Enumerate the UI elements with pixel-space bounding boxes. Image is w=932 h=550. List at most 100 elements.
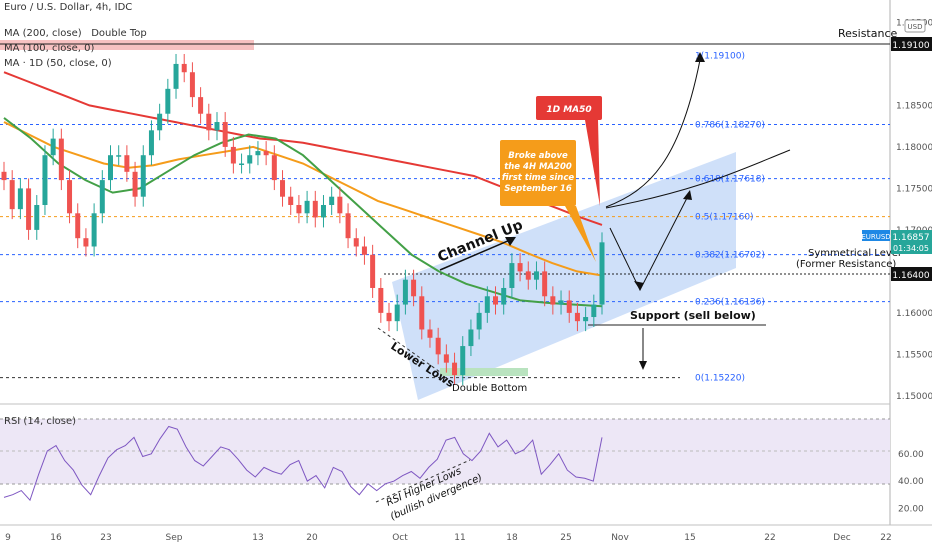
price-tick-8: 1.15000: [896, 392, 932, 402]
fib-label-2: 0.618(1.17618): [695, 175, 765, 185]
candle-body: [140, 155, 146, 197]
ma50-callout-box: [536, 96, 602, 120]
candle-body: [337, 196, 343, 214]
candle-body: [1, 171, 7, 181]
currency-label: USD: [908, 23, 923, 31]
rsi-legend-label: RSI (14, close): [4, 416, 77, 427]
symbol-tag-bg: [862, 230, 890, 241]
last-price-value: 1.16857: [892, 233, 929, 243]
price-tick-2: 1.18000: [896, 143, 932, 153]
price-tick-3: 1.17500: [896, 184, 932, 194]
last-price-tag: [891, 230, 932, 254]
double-bottom-band: [440, 368, 528, 376]
symbol-title[interactable]: Euro / U.S. Dollar, 4h, IDC: [4, 2, 132, 13]
candle-body: [271, 155, 277, 181]
candle-body: [460, 346, 466, 376]
candle-body: [247, 155, 253, 164]
ma50-callout-label: 1D MA50: [546, 105, 591, 115]
candle-body: [296, 205, 302, 214]
symmetrical-label-2: (Former Resistance): [796, 259, 896, 270]
ma50-callout-pointer: [585, 120, 600, 206]
candle-body: [116, 155, 122, 157]
candle-body: [394, 304, 400, 322]
sell-arrow-head: [639, 361, 647, 370]
candle-body: [58, 138, 64, 181]
double-top-note: Double Top: [91, 28, 147, 39]
candle-body: [419, 296, 425, 330]
candle-body: [214, 122, 220, 131]
time-tick-5: 20: [306, 533, 318, 543]
candle-body: [599, 242, 605, 305]
candle-body: [173, 63, 179, 89]
candle-body: [493, 296, 499, 305]
candle-body: [583, 317, 589, 322]
candle-body: [591, 304, 597, 318]
candle-body: [132, 171, 138, 197]
candle-body: [42, 155, 48, 205]
price-tick-1: 1.18500: [896, 101, 932, 111]
time-tick-10: Nov: [611, 533, 629, 543]
currency-badge[interactable]: [904, 19, 926, 33]
candle-body: [9, 180, 15, 210]
rsi-legend[interactable]: RSI (14, close): [4, 416, 76, 427]
candle-body: [83, 238, 89, 247]
time-tick-11: 15: [684, 533, 695, 543]
candle-body: [435, 337, 441, 355]
candle-body: [91, 213, 97, 247]
ma100-legend[interactable]: MA (100, close, 0): [4, 43, 94, 54]
candle-body: [34, 205, 40, 230]
candle-body: [181, 63, 187, 73]
ma50d-legend[interactable]: MA · 1D (50, close, 0): [4, 58, 112, 69]
rsi-axis-ticks: 60.00 40.00 20.00: [898, 450, 924, 515]
candle-body: [26, 188, 32, 230]
candle-body: [304, 200, 310, 214]
rsi-tick-0: 60.00: [898, 450, 924, 460]
fib-label-1: 0.786(1.18270): [695, 121, 765, 131]
ma100-legend-label: MA (100, close, 0): [4, 43, 95, 54]
candle-body: [542, 271, 548, 297]
candle-body: [370, 254, 376, 288]
candle-body: [427, 329, 433, 338]
breakout-line-3: September 16: [504, 184, 572, 194]
candle-body: [411, 279, 417, 297]
candle-body: [468, 329, 474, 347]
channel-arrow: [439, 239, 511, 271]
ma200-legend-label: MA (200, close): [4, 28, 82, 39]
symmetrical-label-1: Symmetrical Level: [808, 248, 901, 259]
candle-body: [402, 279, 408, 305]
candle-body: [329, 196, 335, 205]
double-bottom-label: Double Bottom: [452, 383, 527, 394]
price-tick-7: 1.15500: [896, 350, 932, 360]
pullback-head: [634, 281, 644, 290]
support-label: Support (sell below): [630, 309, 756, 322]
candle-body: [124, 155, 130, 172]
candle-body: [386, 312, 392, 322]
time-tick-14: 22: [880, 533, 891, 543]
bar-timer: 01:34:05: [893, 244, 929, 253]
fib-label-5: 0.236(1.16136): [695, 298, 765, 308]
candle-body: [17, 188, 23, 210]
candle-body: [566, 300, 572, 313]
candle-body: [263, 151, 269, 156]
time-tick-4: 13: [252, 533, 263, 543]
candle-body: [533, 271, 539, 280]
candle-body: [525, 271, 531, 280]
candle-body: [148, 130, 154, 156]
bull-projection-curve: [605, 59, 701, 208]
time-tick-1: 16: [50, 533, 62, 543]
ma200-legend[interactable]: MA (200, close) Double Top: [4, 28, 147, 39]
rsi-higher-lows-line: [375, 459, 471, 503]
bull-projection-curve-2: [605, 149, 791, 209]
candle-body: [107, 155, 113, 181]
support-price-value: 1.16400: [892, 271, 929, 281]
time-tick-3: Sep: [166, 533, 183, 543]
candle-body: [255, 151, 261, 156]
rsi-tick-1: 40.00: [898, 477, 924, 487]
candle-body: [484, 296, 490, 313]
candle-body: [353, 238, 359, 247]
candle-body: [75, 213, 81, 239]
candles: [1, 53, 605, 386]
breakout-line-2: first time since: [502, 173, 575, 183]
support-price-tag: [891, 267, 932, 281]
